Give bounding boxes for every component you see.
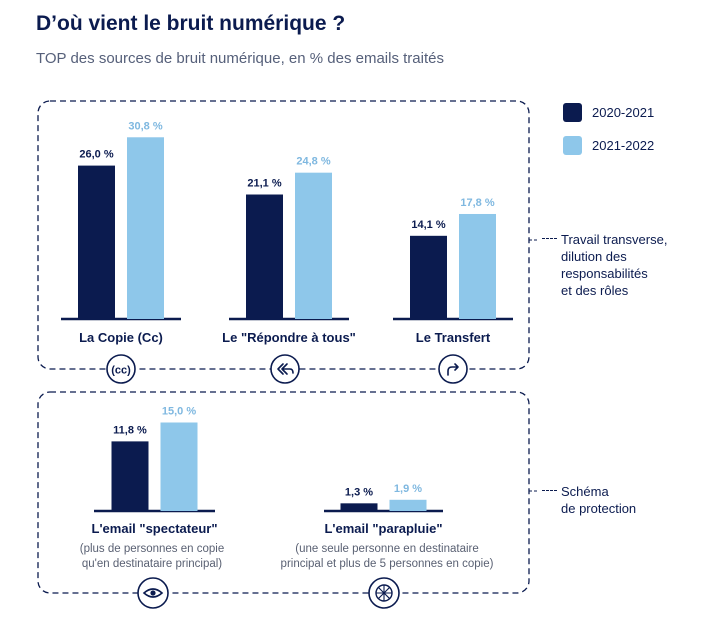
legend-item-2020-2021: 2020-2021 <box>563 103 654 122</box>
annotation-protection: Schéma de protection <box>542 483 636 517</box>
bar-2020-2021 <box>111 441 149 511</box>
legend-label-2020-2021: 2020-2021 <box>592 105 655 120</box>
data-label: 11,8 % <box>113 424 147 436</box>
data-label: 1,9 % <box>394 483 422 495</box>
annotation-transverse-text: Travail transverse, dilution des respons… <box>561 232 668 298</box>
bar-2020-2021 <box>78 165 115 319</box>
bar-2021-2022 <box>127 137 164 319</box>
data-label: 1,3 % <box>345 486 373 498</box>
data-label: 15,0 % <box>162 406 196 418</box>
data-label: 26,0 % <box>79 149 113 161</box>
legend-label-2021-2022: 2021-2022 <box>592 138 655 153</box>
cc-icon: (cc) <box>106 354 136 384</box>
data-label: 30,8 % <box>128 120 162 132</box>
data-label: 14,1 % <box>411 219 445 231</box>
legend-swatch-2021-2022 <box>563 136 582 155</box>
category-label: Le "Répondre à tous" <box>222 330 356 345</box>
category-label: L'email "spectateur" <box>92 521 218 536</box>
annotation-protection-text: Schéma de protection <box>561 484 637 516</box>
bar-2020-2021 <box>410 235 447 319</box>
bar-2021-2022 <box>459 213 496 319</box>
legend-swatch-2020-2021 <box>563 103 582 122</box>
bar-2020-2021 <box>340 503 378 511</box>
data-label: 21,1 % <box>247 178 281 190</box>
bar-2020-2021 <box>246 194 283 319</box>
forward-icon <box>438 354 468 384</box>
category-label: Le Transfert <box>416 330 491 345</box>
annotation-transverse: Travail transverse, dilution des respons… <box>542 231 667 299</box>
eye-icon <box>137 577 169 609</box>
reply-all-icon <box>270 354 300 384</box>
category-label: La Copie (Cc) <box>79 330 163 345</box>
note-spectateur: (plus de personnes en copie qu'en destin… <box>79 543 225 570</box>
legend-item-2021-2022: 2021-2022 <box>563 136 654 155</box>
cc-icon-text: (cc) <box>111 365 131 377</box>
note-parapluie: (une seule personne en destinataire prin… <box>280 543 494 570</box>
category-label: L'email "parapluie" <box>324 521 442 536</box>
bar-2021-2022 <box>389 499 427 511</box>
chart-subtitle: TOP des sources de bruit numérique, en %… <box>36 50 444 67</box>
annotation-dash <box>542 490 557 491</box>
data-label: 24,8 % <box>296 156 330 168</box>
group-frame-protection <box>37 391 530 594</box>
bar-2021-2022 <box>295 172 332 319</box>
annotation-dash <box>542 238 557 239</box>
bar-2021-2022 <box>160 422 198 511</box>
chart-title: D’où vient le bruit numérique ? <box>36 12 346 35</box>
data-label: 17,8 % <box>460 197 494 209</box>
umbrella-icon <box>368 577 400 609</box>
